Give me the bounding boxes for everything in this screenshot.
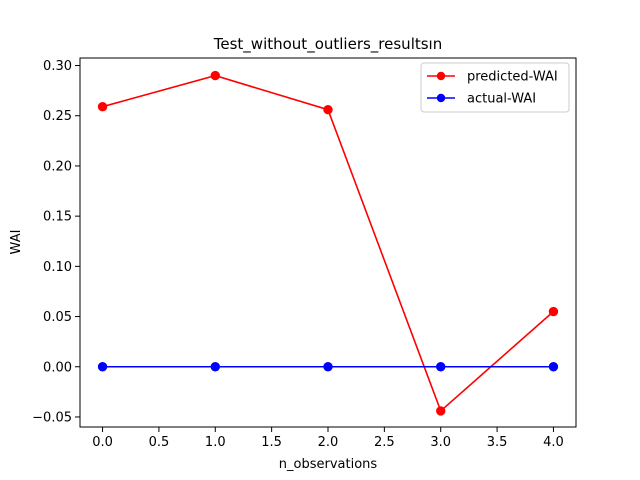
data-point-predicted-WAI (97, 101, 108, 112)
x-tick-label: 3.5 (487, 435, 508, 450)
data-point-predicted-WAI (210, 70, 220, 81)
y-tick-label: 0.25 (43, 109, 72, 124)
y-tick-label: 0.15 (43, 210, 72, 225)
x-tick-label: 0.5 (149, 435, 170, 450)
series-line-predicted-WAI (102, 74, 554, 413)
data-point-actual-WAI (548, 362, 559, 372)
x-tick-label: 3.0 (430, 435, 451, 450)
legend-label-actual-WAI: actual-WAI (467, 92, 536, 107)
x-tick-label: 2.5 (374, 435, 395, 450)
legend: predicted-WAI actual-WAI (420, 62, 570, 113)
series-actual-WAI (97, 362, 559, 372)
y-tick-label: 0.05 (43, 310, 72, 325)
chart-title: Test_without_outliers_resultsın (213, 35, 442, 54)
x-axis-label: n_observations (279, 457, 378, 472)
data-point-predicted-WAI (323, 105, 333, 115)
legend-label-predicted-WAI: predicted-WAI (467, 70, 558, 85)
y-tick-label: −0.05 (32, 410, 72, 425)
y-tick-label: 0.00 (43, 360, 72, 375)
legend-box (420, 62, 570, 113)
series-predicted-WAI (97, 70, 559, 416)
y-tick-label: 0.20 (43, 159, 72, 174)
data-point-predicted-WAI (548, 306, 559, 317)
y-axis-label: WAI (9, 230, 24, 255)
legend-marker-actual-WAI (436, 93, 446, 103)
y-axis-ticks: −0.05 0.00 0.05 0.10 0.15 0.20 0.25 0.30 (32, 59, 80, 425)
y-tick-label: 0.10 (43, 260, 72, 275)
x-tick-label: 2.0 (318, 435, 339, 450)
data-point-actual-WAI (323, 362, 333, 372)
x-tick-label: 1.0 (205, 435, 226, 450)
legend-marker-predicted-WAI (436, 71, 446, 81)
series-layer (97, 70, 559, 416)
x-tick-label: 4.0 (543, 435, 564, 450)
data-point-actual-WAI (97, 362, 108, 372)
data-point-actual-WAI (210, 362, 220, 372)
data-point-predicted-WAI (436, 406, 446, 416)
data-point-actual-WAI (436, 362, 446, 372)
x-tick-label: 1.5 (261, 435, 282, 450)
y-tick-label: 0.30 (43, 59, 72, 74)
x-axis-ticks: 0.0 0.5 1.0 1.5 2.0 2.5 3.0 3.5 4.0 (92, 427, 564, 450)
x-tick-label: 0.0 (92, 435, 113, 450)
